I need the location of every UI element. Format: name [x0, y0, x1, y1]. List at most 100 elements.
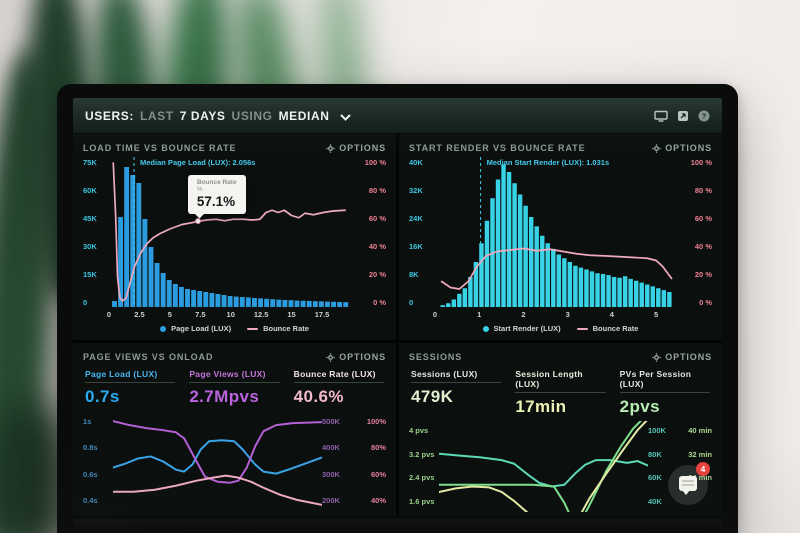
x-axis-label: 5: [654, 310, 659, 319]
legend-line-marker: [576, 327, 588, 330]
x-axis-label: 0: [106, 310, 112, 319]
range-prefix: USERS:: [85, 108, 134, 123]
metric-underline: [85, 382, 176, 383]
start-render-svg: [435, 157, 676, 307]
x-axis-label: 5: [167, 310, 172, 319]
y-axis-label: 40 %: [694, 242, 712, 251]
load-time-chart: 75K 60K 45K 30K 15K 0 Median Page Load (LUX): …: [83, 157, 386, 337]
gear-icon: [326, 352, 336, 362]
dashboard-topbar: USERS: LAST 7 DAYS USING MEDIAN: [73, 98, 722, 134]
bounce-rate-tooltip: Bounce Rate% 57.1%: [187, 175, 246, 215]
y-axis-label: 4 pvs: [409, 426, 429, 436]
x-axis-label: 7.5: [195, 310, 206, 319]
y-axis-row: 80K 32 min: [648, 450, 712, 459]
y-axis-label: 60 %: [694, 214, 712, 223]
y-axis-row: 40K: [648, 497, 712, 506]
y-axis-label: 0: [409, 298, 414, 307]
legend-item: Page Load (LUX): [160, 324, 231, 333]
panel-title: SESSIONS: [409, 352, 463, 362]
y-axis-label: 20 %: [368, 270, 386, 279]
tooltip-title: Bounce Rate: [196, 179, 237, 187]
sessions-svg: [439, 421, 648, 512]
panel-page-views: PAGE VIEWS VS ONLOAD OPTIONS Page Load (…: [73, 343, 396, 515]
legend-item: Start Render (LUX): [482, 324, 561, 333]
x-axis-label: 3: [565, 310, 570, 319]
y-axis-label: 75K: [83, 158, 97, 167]
x-axis-label: 17.5: [314, 310, 330, 319]
sessions-metrics: Sessions (LUX) 479K Session Length (LUX) 17…: [411, 369, 710, 417]
legend-item: Bounce Rate: [576, 324, 638, 333]
legend-label: Bounce Rate: [263, 324, 309, 333]
metric-underline: [411, 382, 502, 383]
y-axis-row: 400K 80%: [322, 443, 386, 452]
tooltip-value: 57.1%: [196, 194, 236, 210]
y-axis-label: 60K: [648, 473, 662, 483]
y-axis-label: 24 min: [688, 473, 712, 483]
page-views-metrics: Page Load (LUX) 0.7s Page Views (LUX) 2.7Mp…: [85, 369, 384, 407]
x-axis-label: 0: [432, 310, 438, 319]
legend-line-marker: [247, 327, 259, 330]
y-axis-label: 15K: [83, 270, 97, 279]
options-label: OPTIONS: [339, 352, 386, 362]
panel-title: LOAD TIME VS BOUNCE RATE: [83, 143, 237, 153]
chat-button[interactable]: 4: [668, 462, 710, 505]
metric-underline: [515, 392, 606, 393]
metric-column: Session Length (LUX) 17min: [515, 369, 606, 417]
y-axis-left: 75K 60K 45K 30K 15K 0: [83, 157, 109, 307]
panel-title: START RENDER VS BOUNCE RATE: [409, 143, 586, 153]
options-button[interactable]: OPTIONS: [652, 352, 712, 362]
legend-item: Bounce Rate: [247, 324, 309, 333]
options-button[interactable]: OPTIONS: [652, 143, 712, 153]
users-range-dropdown[interactable]: USERS: LAST 7 DAYS USING MEDIAN: [85, 107, 351, 125]
y-axis-label: 3.2 pvs: [409, 449, 435, 459]
y-axis-right: 500K 100% 400K 80% 300K 60% 200K 40%: [322, 411, 386, 512]
y-axis-label: 80 %: [368, 186, 386, 195]
y-axis-label: 40 %: [368, 242, 386, 251]
laptop-hinge: [73, 519, 722, 529]
plot-area: [439, 421, 648, 512]
screen-share-icon[interactable]: [677, 110, 689, 122]
y-axis-label: 40 min: [688, 426, 712, 436]
range-word: 7 DAYS: [179, 108, 226, 123]
options-button[interactable]: OPTIONS: [326, 143, 386, 153]
metric-value: 2.7Mpvs: [189, 387, 260, 406]
chat-badge: 4: [696, 462, 710, 476]
x-axis-label: 2: [521, 310, 526, 319]
y-axis-label: 60K: [83, 186, 97, 195]
legend-label: Start Render (LUX): [493, 324, 561, 333]
x-axis: 0 1 2 3 4 5: [432, 307, 676, 320]
metric-underline: [619, 392, 710, 393]
options-button[interactable]: OPTIONS: [326, 352, 386, 362]
y-axis-label: 30K: [83, 242, 97, 251]
dashboard-screen: USERS: LAST 7 DAYS USING MEDIAN: [73, 98, 722, 515]
legend-dot-marker: [160, 325, 167, 332]
laptop: USERS: LAST 7 DAYS USING MEDIAN: [57, 84, 738, 533]
metric-label: PVs Per Session (LUX): [619, 369, 692, 389]
metric-label: Page Views (LUX): [189, 369, 266, 379]
legend-label: Page Load (LUX): [171, 324, 232, 333]
metric-column: Bounce Rate (LUX) 40.6%: [293, 369, 384, 407]
start-render-chart: 40K 32K 24K 16K 8K 0 Median Start Render (LUX)…: [409, 157, 712, 337]
y-axis-label: 0.4s: [83, 495, 98, 505]
metric-value: 0.7s: [85, 387, 120, 406]
y-axis-label: 500K: [322, 417, 340, 427]
y-axis-label: 1s: [83, 417, 92, 427]
monitor-icon[interactable]: [654, 110, 668, 122]
load-time-svg: [109, 157, 349, 307]
y-axis-label: 8K: [409, 270, 419, 279]
metric-column: PVs Per Session (LUX) 2pvs: [619, 369, 710, 417]
metric-column: Sessions (LUX) 479K: [411, 369, 502, 417]
x-axis-label: 2.5: [134, 310, 145, 319]
gear-icon: [652, 143, 662, 153]
median-annotation: Median Start Render (LUX): 1.031s: [486, 158, 610, 167]
metric-column: Page Views (LUX) 2.7Mpvs: [189, 369, 280, 407]
y-axis-right: 100 % 80 % 60 % 40 % 20 % 0 %: [350, 157, 386, 307]
help-icon[interactable]: ?: [698, 110, 710, 122]
y-axis-left: 1s 0.8s 0.6s 0.4s: [83, 411, 113, 512]
chevron-down-icon: [339, 108, 351, 126]
y-axis-label: 0.8s: [83, 443, 98, 453]
chat-bubble-icon: [679, 476, 697, 495]
median-annotation: Median Page Load (LUX): 2.056s: [140, 158, 256, 167]
plot-area: [113, 411, 322, 512]
y-axis-label: 45K: [83, 214, 97, 223]
